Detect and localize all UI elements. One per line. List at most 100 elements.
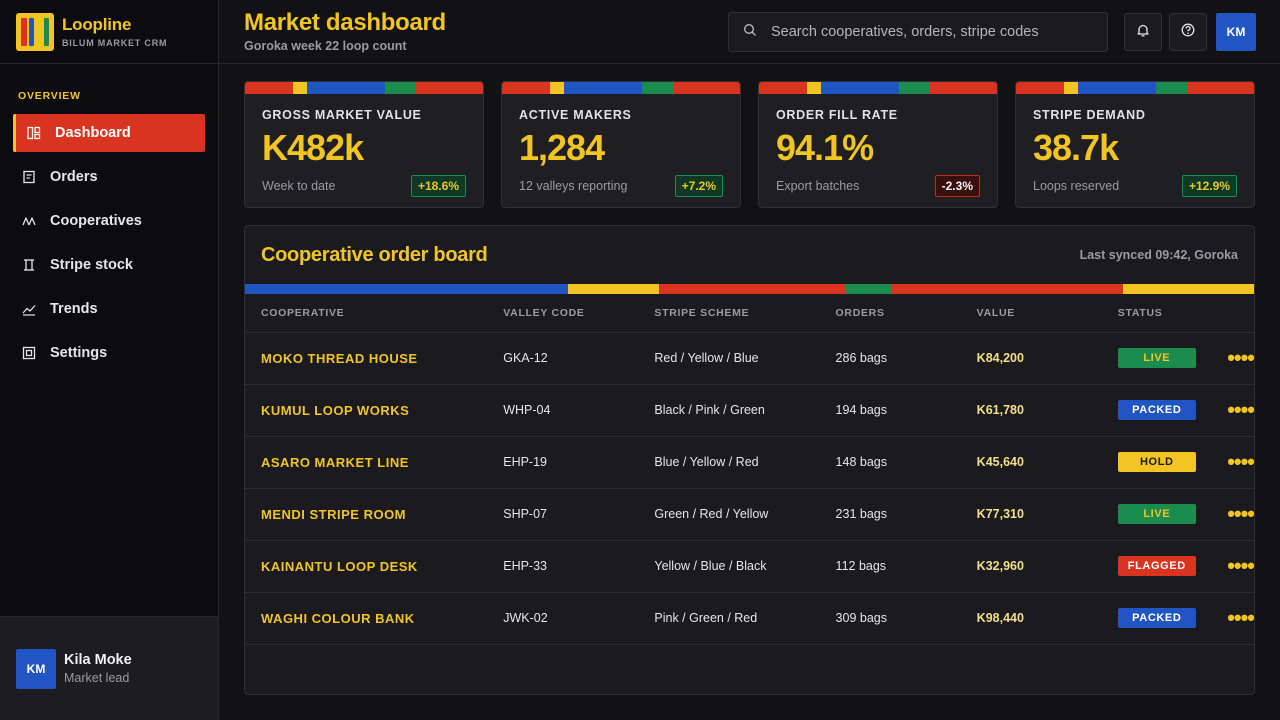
cooperative-name[interactable]: MENDI STRIPE ROOM (245, 488, 488, 541)
table-row[interactable]: KAINANTU LOOP DESK EHP-33 Yellow / Blue / … (245, 540, 1254, 593)
cooperative-name[interactable]: WAGHI COLOUR BANK (245, 592, 488, 645)
valley-code: SHP-07 (487, 488, 639, 541)
kpi-label: STRIPE DEMAND (1033, 108, 1146, 122)
kpi-row: GROSS MARKET VALUE K482k Week to date +18.6… (244, 81, 1255, 208)
kpi-note: Loops reserved (1033, 179, 1120, 193)
kpi-label: GROSS MARKET VALUE (262, 108, 422, 122)
orders-table: COOPERATIVE VALLEY CODE STRIPE SCHEME ORDER… (245, 294, 1254, 645)
cooperatives-icon (22, 214, 36, 228)
topbar: Market dashboard Goroka week 22 loop cou… (219, 0, 1280, 64)
kpi-value: 94.1% (776, 127, 874, 168)
sidebar-item-stripe-stock[interactable]: Stripe stock (13, 246, 205, 284)
brand[interactable]: Loopline BILUM MARKET CRM (0, 0, 218, 64)
user-role: Market lead (64, 671, 130, 685)
table-row[interactable]: WAGHI COLOUR BANK JWK-02 Pink / Green / Re… (245, 592, 1254, 645)
brand-name: Loopline (62, 15, 132, 34)
stripe-scheme: Blue / Yellow / Red (638, 436, 820, 489)
column-header-value[interactable]: VALUE (960, 294, 1102, 333)
table-header: COOPERATIVE VALLEY CODE STRIPE SCHEME ORDER… (245, 294, 1254, 333)
table-row[interactable]: MOKO THREAD HOUSE GKA-12 Red / Yellow / Bl… (245, 332, 1254, 385)
page-title: Market dashboard (244, 9, 446, 36)
trends-icon (22, 302, 36, 316)
sidebar-nav: Dashboard Orders Cooperatives Stripe stock T… (0, 114, 218, 372)
settings-icon (22, 346, 36, 360)
kpi-delta-badge: -2.3% (934, 175, 980, 197)
header-avatar[interactable]: KM (1216, 13, 1256, 51)
kpi-stripe (502, 82, 740, 94)
avatar: KM (16, 648, 56, 689)
sidebar-item-label: Orders (50, 169, 98, 185)
dashboard-icon (27, 126, 41, 140)
help-button[interactable] (1169, 13, 1207, 51)
stripe-stock-icon (22, 258, 36, 272)
notifications-button[interactable] (1124, 13, 1162, 51)
user-card[interactable]: KM Kila Moke Market lead (0, 616, 218, 720)
valley-code: GKA-12 (487, 332, 639, 385)
cooperative-name[interactable]: KUMUL LOOP WORKS (245, 384, 488, 437)
column-header-stripe-scheme[interactable]: STRIPE SCHEME (638, 294, 820, 333)
kpi-stripe (759, 82, 997, 94)
search-input[interactable] (771, 24, 1091, 40)
row-menu-icon[interactable]: •••• (1209, 436, 1254, 489)
kpi-card[interactable]: STRIPE DEMAND 38.7k Loops reserved +12.9% (1015, 81, 1255, 208)
stripe-scheme: Red / Yellow / Blue (638, 332, 820, 385)
search-icon (743, 23, 757, 42)
orders-count: 194 bags (819, 384, 961, 437)
row-menu-icon[interactable]: •••• (1209, 592, 1254, 645)
kpi-value: 38.7k (1033, 127, 1119, 168)
main-content: Market dashboard Goroka week 22 loop cou… (219, 0, 1280, 720)
column-header-status[interactable]: STATUS (1101, 294, 1210, 333)
brand-subtitle: BILUM MARKET CRM (62, 38, 168, 48)
column-header-cooperative[interactable]: COOPERATIVE (245, 294, 488, 333)
row-menu-icon[interactable]: •••• (1209, 332, 1254, 385)
kpi-card[interactable]: GROSS MARKET VALUE K482k Week to date +18.6… (244, 81, 484, 208)
status-badge: FLAGGED (1117, 556, 1196, 576)
order-value: K84,200 (960, 332, 1102, 385)
sidebar-item-cooperatives[interactable]: Cooperatives (13, 202, 205, 240)
status-badge: PACKED (1117, 400, 1196, 420)
logo-stripe (21, 17, 27, 46)
kpi-card[interactable]: ACTIVE MAKERS 1,284 12 valleys reporting +7… (501, 81, 741, 208)
orders-count: 286 bags (819, 332, 961, 385)
page-subtitle: Goroka week 22 loop count (244, 39, 407, 53)
valley-code: WHP-04 (487, 384, 639, 437)
cooperative-name[interactable]: KAINANTU LOOP DESK (245, 540, 488, 593)
order-value: K45,640 (960, 436, 1102, 489)
sidebar-item-orders[interactable]: Orders (13, 158, 205, 196)
table-row[interactable]: ASARO MARKET LINE EHP-19 Blue / Yellow / R… (245, 436, 1254, 489)
row-menu-icon[interactable]: •••• (1209, 488, 1254, 541)
order-value: K98,440 (960, 592, 1102, 645)
cooperative-name[interactable]: MOKO THREAD HOUSE (245, 332, 488, 385)
column-header-actions (1209, 294, 1254, 333)
sidebar-item-trends[interactable]: Trends (13, 290, 205, 328)
kpi-note: Week to date (262, 179, 336, 193)
sidebar-item-dashboard[interactable]: Dashboard (13, 114, 205, 152)
kpi-note: Export batches (776, 179, 860, 193)
row-menu-icon[interactable]: •••• (1209, 384, 1254, 437)
cooperative-name[interactable]: ASARO MARKET LINE (245, 436, 488, 489)
sidebar: Loopline BILUM MARKET CRM OVERVIEW Dashb… (0, 0, 219, 720)
kpi-stripe (1016, 82, 1254, 94)
column-header-valley-code[interactable]: VALLEY CODE (487, 294, 639, 333)
table-row[interactable]: KUMUL LOOP WORKS WHP-04 Black / Pink / Gre… (245, 384, 1254, 437)
kpi-value: K482k (262, 127, 364, 168)
sidebar-item-settings[interactable]: Settings (13, 334, 205, 372)
row-menu-icon[interactable]: •••• (1209, 540, 1254, 593)
kpi-label: ORDER FILL RATE (776, 108, 898, 122)
kpi-value: 1,284 (519, 127, 605, 168)
orders-count: 148 bags (819, 436, 961, 489)
last-synced: Last synced 09:42, Goroka (1079, 248, 1238, 262)
column-header-orders[interactable]: ORDERS (819, 294, 961, 333)
user-name: Kila Moke (64, 652, 132, 668)
sidebar-item-label: Stripe stock (50, 257, 133, 273)
kpi-delta-badge: +12.9% (1181, 175, 1237, 197)
stripe-scheme: Black / Pink / Green (638, 384, 820, 437)
stripe-scheme: Pink / Green / Red (638, 592, 820, 645)
kpi-card[interactable]: ORDER FILL RATE 94.1% Export batches -2.3% (758, 81, 998, 208)
orders-count: 112 bags (819, 540, 961, 593)
search-bar[interactable] (728, 12, 1108, 52)
loopline-logo (16, 12, 54, 51)
valley-code: EHP-19 (487, 436, 639, 489)
board-title: Cooperative order board (261, 243, 488, 266)
table-row[interactable]: MENDI STRIPE ROOM SHP-07 Green / Red / Yel… (245, 488, 1254, 541)
